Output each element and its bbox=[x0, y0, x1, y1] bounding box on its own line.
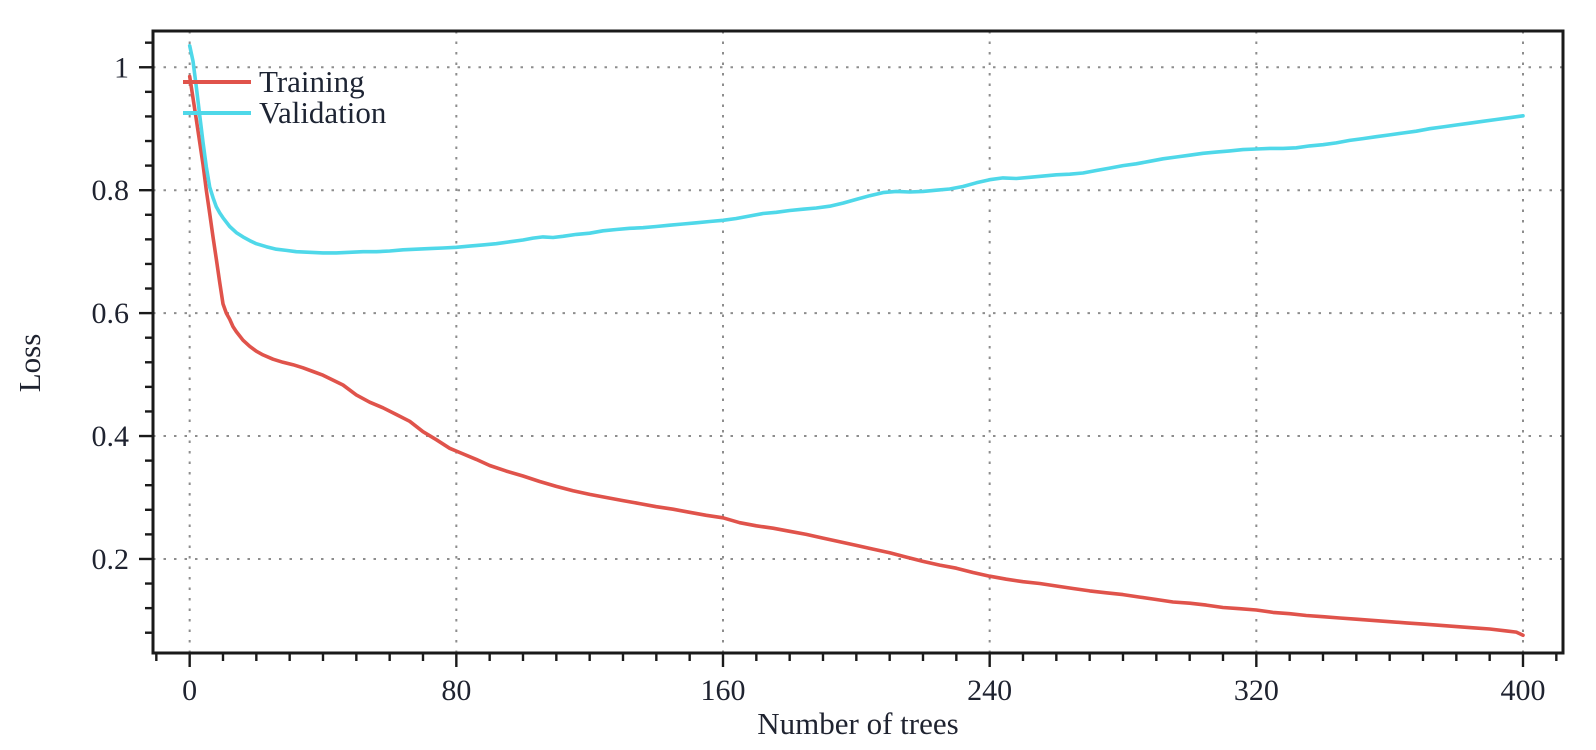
legend-label-training: Training bbox=[259, 64, 365, 99]
training-curve bbox=[187, 74, 1525, 638]
y-axis-label: Loss bbox=[12, 333, 47, 393]
y-tick-label-0.6: 0.6 bbox=[92, 297, 130, 330]
validation-line-swatch bbox=[183, 110, 251, 115]
x-axis-label: Number of trees bbox=[757, 706, 959, 741]
x-tick-label-80: 80 bbox=[441, 674, 471, 707]
legend: Training Validation bbox=[183, 66, 386, 128]
legend-item-validation: Validation bbox=[183, 97, 386, 128]
y-tick-label-0.8: 0.8 bbox=[92, 174, 130, 207]
y-tick-label-1: 1 bbox=[114, 51, 129, 84]
tick-labels: 0 80 160 240 320 400 0.2 0.4 0.6 0.8 1 bbox=[92, 51, 1546, 707]
plot-frame bbox=[151, 29, 1565, 655]
x-tick-label-160: 160 bbox=[701, 674, 746, 707]
y-tick-label-0.4: 0.4 bbox=[92, 420, 130, 453]
y-tick-label-0.2: 0.2 bbox=[92, 543, 130, 576]
x-tick-label-320: 320 bbox=[1234, 674, 1279, 707]
x-tick-label-400: 400 bbox=[1501, 674, 1546, 707]
legend-item-training: Training bbox=[183, 66, 386, 97]
x-tick-label-240: 240 bbox=[967, 674, 1012, 707]
x-tick-label-0: 0 bbox=[182, 674, 197, 707]
training-line-swatch bbox=[183, 79, 251, 84]
gridlines bbox=[153, 31, 1563, 653]
legend-label-validation: Validation bbox=[259, 95, 387, 130]
validation-curve bbox=[187, 43, 1525, 255]
axis-ticks bbox=[139, 41, 1558, 667]
